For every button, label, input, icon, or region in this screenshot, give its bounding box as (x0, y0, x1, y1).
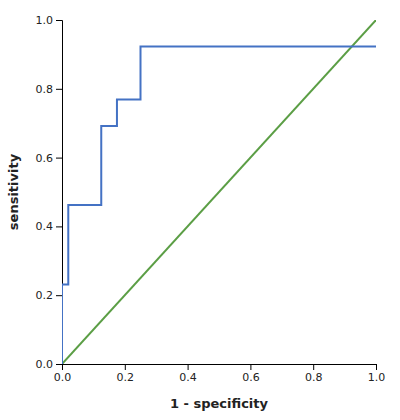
lines (62, 20, 376, 364)
tick-label: 0.0 (54, 371, 72, 384)
tick-label: 1.0 (368, 371, 386, 384)
tick-label: 0.2 (117, 371, 135, 384)
tick-mark (376, 364, 377, 370)
tick-label: 0.4 (36, 220, 54, 233)
tick-mark (125, 364, 126, 370)
tick: 0.0 (54, 364, 72, 384)
x-axis-title: 1 - specificity (170, 396, 269, 411)
tick: 0.4 (179, 364, 197, 384)
chart: 0.0 0.2 0.4 0.6 0.8 1.0 0.0 0.2 0.4 0.6 0.8 1.0 1 - … (0, 0, 400, 420)
tick-mark (313, 364, 314, 370)
tick-mark (56, 20, 62, 21)
tick: 1.0 (368, 364, 386, 384)
tick: 0.8 (36, 83, 63, 96)
x-axis: 0.0 0.2 0.4 0.6 0.8 1.0 (54, 364, 386, 384)
tick-label: 0.2 (36, 289, 54, 302)
series-line (62, 20, 376, 364)
tick-label: 0.8 (305, 371, 323, 384)
tick-label: 0.0 (36, 358, 54, 371)
tick-mark (250, 364, 251, 370)
y-axis-line (56, 21, 63, 365)
tick-mark (56, 295, 62, 296)
tick: 0.0 (36, 358, 63, 371)
y-axis: 0.0 0.2 0.4 0.6 0.8 1.0 (36, 14, 63, 371)
tick: 0.6 (242, 364, 260, 384)
tick: 0.2 (117, 364, 135, 384)
tick: 0.6 (36, 152, 63, 165)
series-line (62, 46, 376, 364)
tick: 1.0 (36, 14, 63, 27)
tick-label: 0.8 (36, 83, 54, 96)
tick-mark (56, 364, 62, 365)
tick-label: 0.4 (179, 371, 197, 384)
x-axis-line (63, 365, 377, 371)
tick: 0.2 (36, 289, 63, 302)
tick: 0.8 (305, 364, 323, 384)
tick-label: 1.0 (36, 14, 54, 27)
tick-label: 0.6 (242, 371, 260, 384)
y-axis-title: sensitivity (6, 153, 21, 230)
tick-mark (56, 89, 62, 90)
tick-mark (188, 364, 189, 370)
tick-mark (56, 226, 62, 227)
tick-label: 0.6 (36, 152, 54, 165)
tick: 0.4 (36, 220, 63, 233)
plot: 0.0 0.2 0.4 0.6 0.8 1.0 0.0 0.2 0.4 0.6 0.8 1.0 (36, 14, 386, 384)
tick-mark (56, 158, 62, 159)
